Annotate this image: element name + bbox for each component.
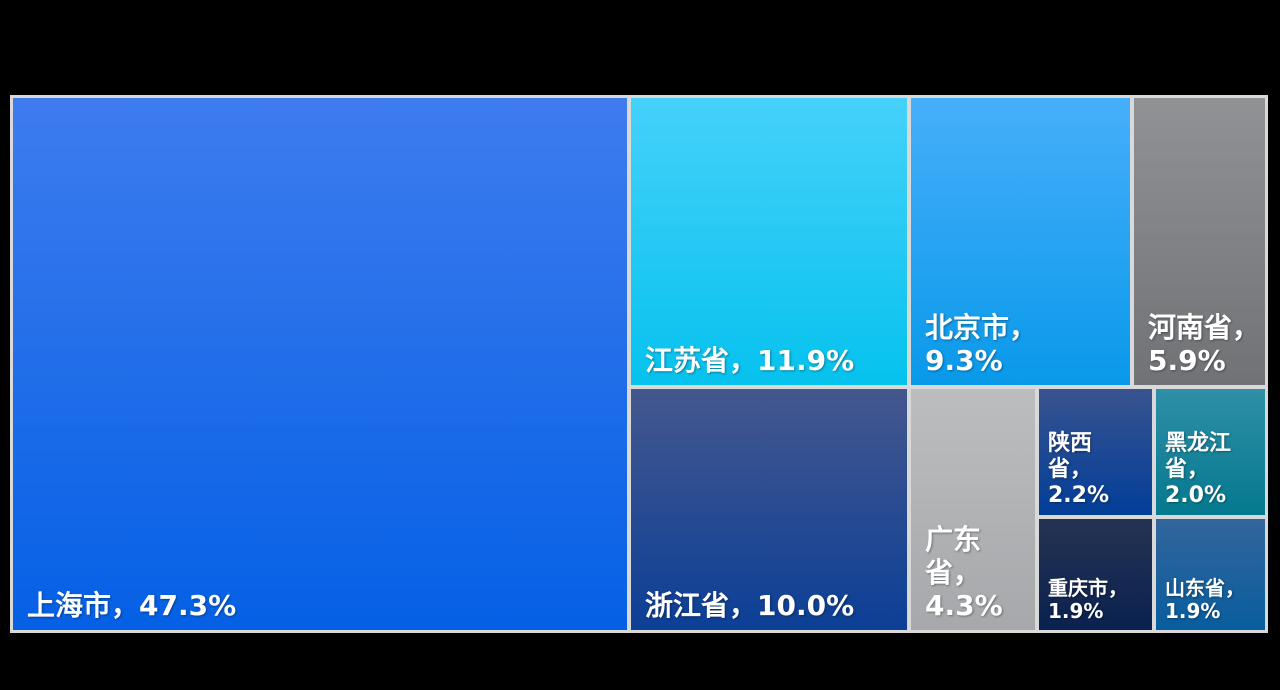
treemap-cell-shanghai: 上海市，47.3% <box>13 98 627 630</box>
treemap-cell-shandong: 山东省， 1.9% <box>1156 519 1265 630</box>
treemap-cell-shaanxi: 陕西 省， 2.2% <box>1039 389 1152 515</box>
treemap-cell-guangdong: 广东 省， 4.3% <box>911 389 1035 630</box>
treemap-cell-zhejiang: 浙江省，10.0% <box>631 389 907 630</box>
treemap-label-guangdong: 广东 省， 4.3% <box>925 522 1003 622</box>
treemap-cell-chongqing: 重庆市， 1.9% <box>1039 519 1152 630</box>
treemap-label-shandong: 山东省， 1.9% <box>1165 575 1245 624</box>
treemap-chart: 上海市，47.3% 江苏省，11.9% 浙江省，10.0% 北京市， 9.3% … <box>10 95 1268 633</box>
treemap-label-shanghai: 上海市，47.3% <box>27 588 237 622</box>
treemap-label-chongqing: 重庆市， 1.9% <box>1048 575 1128 624</box>
treemap-cell-henan: 河南省， 5.9% <box>1134 98 1265 385</box>
treemap-cell-beijing: 北京市， 9.3% <box>911 98 1130 385</box>
treemap-label-beijing: 北京市， 9.3% <box>925 310 1038 377</box>
treemap-label-henan: 河南省， 5.9% <box>1148 310 1261 377</box>
treemap-label-zhejiang: 浙江省，10.0% <box>645 588 855 622</box>
treemap-label-shaanxi: 陕西 省， 2.2% <box>1048 431 1110 509</box>
treemap-label-jiangsu: 江苏省，11.9% <box>645 343 855 377</box>
treemap-label-heilongjiang: 黑龙江 省， 2.0% <box>1165 431 1232 509</box>
treemap-cell-heilongjiang: 黑龙江 省， 2.0% <box>1156 389 1265 515</box>
treemap-cell-jiangsu: 江苏省，11.9% <box>631 98 907 385</box>
